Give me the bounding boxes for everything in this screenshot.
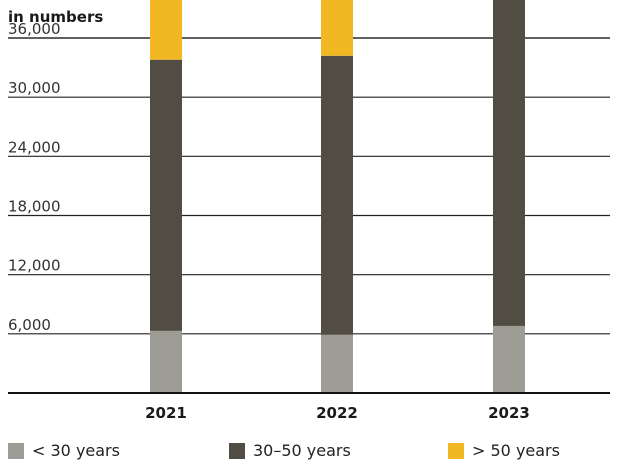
legend-label-over-50: > 50 years	[472, 441, 560, 460]
x-tick-label: 2022	[316, 404, 358, 422]
y-tick-label: 12,000	[8, 257, 61, 275]
bar-segment	[493, 0, 525, 326]
legend-swatch-over-50	[448, 442, 464, 459]
bar-segment	[150, 0, 182, 60]
legend-swatch-under-30	[8, 442, 24, 459]
legend-label-30-50: 30–50 years	[253, 441, 351, 460]
bar-segment	[321, 334, 353, 393]
x-tick-label: 2021	[145, 404, 187, 422]
y-tick-label: 18,000	[8, 198, 61, 216]
y-tick-label: 24,000	[8, 138, 61, 156]
x-tick-label: 2023	[488, 404, 530, 422]
legend-label-under-30: < 30 years	[32, 441, 120, 460]
y-tick-label: 36,000	[8, 20, 61, 38]
bar-segment	[321, 55, 353, 335]
bar-segment	[150, 59, 182, 331]
bar-segment	[150, 330, 182, 393]
legend-item-30-50: 30–50 years	[229, 441, 351, 460]
bar-segment	[321, 0, 353, 56]
bar-segment	[493, 325, 525, 393]
y-tick-label: 6,000	[8, 316, 51, 334]
legend-swatch-30-50	[229, 442, 245, 459]
legend-item-under-30: < 30 years	[8, 441, 120, 460]
unit-label: in numbers	[8, 8, 104, 26]
y-tick-label: 30,000	[8, 79, 61, 97]
chart-legend: < 30 years 30–50 years > 50 years	[0, 441, 622, 461]
legend-item-over-50: > 50 years	[448, 441, 560, 460]
